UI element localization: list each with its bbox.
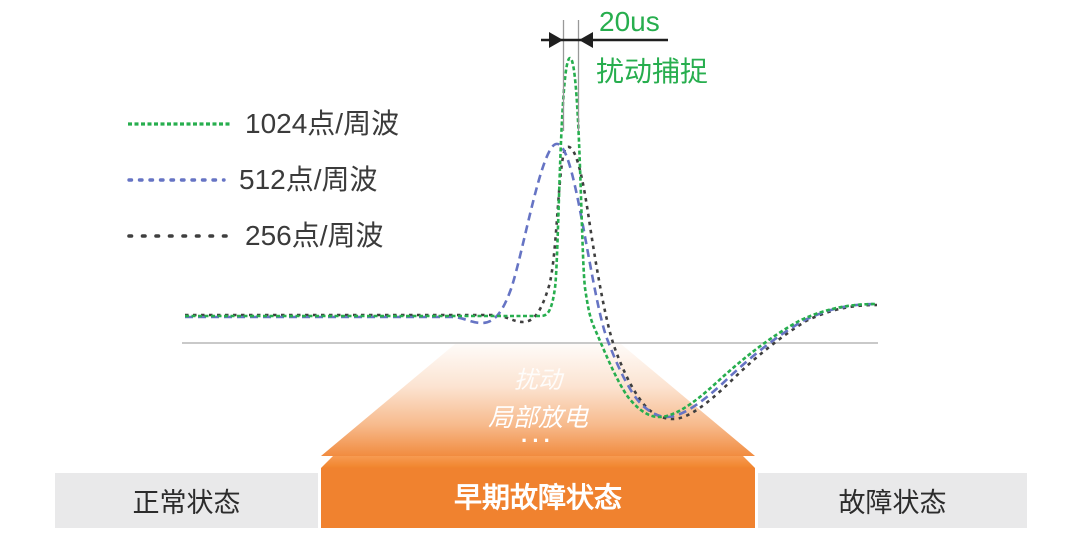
state-band-normal: 正常状态 [55, 473, 318, 528]
legend-line-1024-icon [128, 122, 230, 126]
legend-item-256: 256点/周波 [126, 218, 384, 254]
legend-label-512: 512点/周波 [239, 164, 378, 195]
state-label-fault: 故障状态 [838, 488, 947, 518]
legend-line-512-icon [127, 178, 226, 182]
platform-text-ellipsis: ··· [521, 428, 555, 453]
state-label-normal: 正常状态 [132, 488, 241, 518]
state-band-early-fault: 早期故障状态 [321, 456, 755, 528]
dimension-arrow-left-icon [579, 32, 593, 48]
legend-item-512: 512点/周波 [126, 162, 378, 198]
legend-line-256-icon [127, 234, 232, 238]
platform-text-disturbance: 扰动 [514, 367, 562, 394]
dimension-arrow-right-icon [549, 32, 563, 48]
state-band-fault: 故障状态 [758, 473, 1027, 528]
disturbance-capture-label: 扰动捕捉 [596, 56, 709, 87]
pulse-width-label: 20us [599, 6, 660, 37]
legend-label-1024: 1024点/周波 [245, 108, 400, 139]
legend-label-256: 256点/周波 [245, 220, 384, 251]
state-label-early-fault: 早期故障状态 [453, 482, 622, 513]
legend-item-1024: 1024点/周波 [126, 106, 399, 142]
